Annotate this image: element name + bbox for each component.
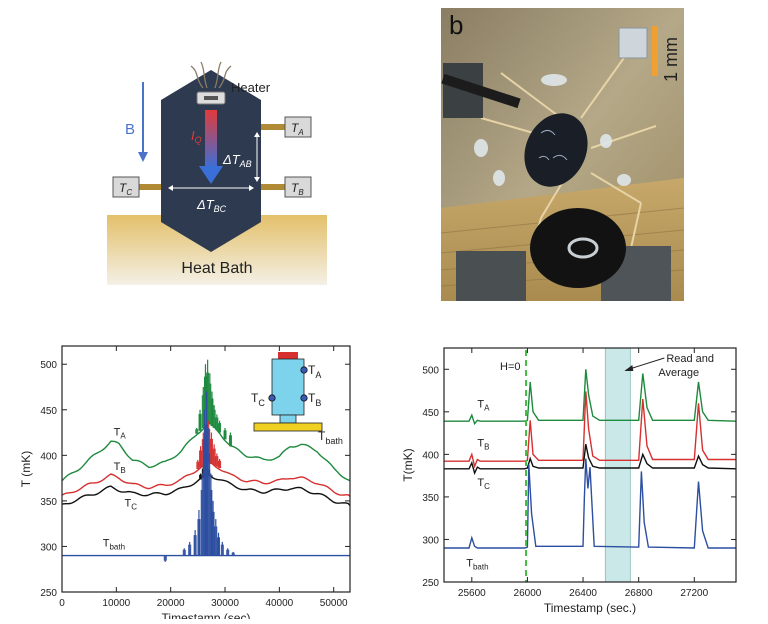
svg-text:TC: TC: [119, 181, 132, 197]
panel-letter-b: b: [449, 10, 463, 40]
inset-label-tbath: Tbath: [318, 429, 343, 446]
heater-wires: [190, 61, 232, 89]
svg-text:TA: TA: [291, 121, 304, 137]
y-tick-label: 500: [40, 360, 57, 371]
delta-t-bc-label: ΔTBC: [196, 197, 227, 214]
thermometer-b: TB: [284, 176, 312, 198]
series-label-b: TB: [477, 438, 489, 452]
y-tick-label: 300: [40, 542, 57, 553]
series-label-bath: Tbath: [103, 537, 125, 551]
long-time-series-chart: TA TB TC Tbath 0 10000 20000 30000 40000 50000 250…: [0, 320, 384, 624]
inset-thermometer: [300, 394, 308, 402]
inset-label-ta: TA: [308, 363, 321, 380]
scale-bar: [652, 26, 658, 76]
link-c: [135, 184, 167, 190]
y-tick-label: 400: [40, 451, 57, 462]
series-label-bath: Tbath: [466, 558, 488, 572]
series-label-b: TB: [114, 461, 126, 475]
x-tick-label: 10000: [102, 598, 130, 609]
x-tick-label: 27200: [680, 588, 708, 599]
x-tick-label: 26400: [569, 588, 597, 599]
sample-photo: b 1 mm: [441, 8, 684, 301]
read-average-arrowhead: [624, 365, 634, 371]
series-line-a: [444, 369, 737, 426]
heat-bath-label: Heat Bath: [181, 260, 252, 277]
read-average-label: Average: [658, 367, 699, 379]
y-tick-label: 350: [40, 497, 57, 508]
inset-sample: [271, 358, 305, 416]
schematic-figure: Heat Bath Heater IQ ΔTAB ΔTBC TA: [107, 61, 327, 285]
series-label-a: TA: [477, 399, 490, 413]
x-axis-label: Timestamp (sec.): [544, 601, 636, 615]
svg-text:TB: TB: [291, 181, 304, 197]
x-tick-label: 26800: [625, 588, 653, 599]
plot-frame: [443, 347, 737, 583]
y-tick-label: 500: [422, 365, 439, 376]
field-zero-label: H=0: [500, 361, 521, 373]
series-label-c: TC: [124, 497, 137, 511]
photo-sample: [524, 113, 588, 187]
x-axis-label: Timestamp (sec): [162, 611, 251, 619]
chart-svg-long: TA TB TC Tbath 0 10000 20000 30000 40000 50000 250…: [19, 345, 351, 624]
setup-schematic: Heat Bath Heater IQ ΔTAB ΔTBC TA: [95, 60, 335, 288]
series-line-bath: [444, 458, 736, 549]
link-a: [255, 124, 287, 130]
y-tick-label: 250: [40, 588, 57, 599]
read-average-band: [604, 347, 631, 583]
series-line-c: [444, 444, 737, 476]
x-tick-label: 25600: [458, 588, 486, 599]
inset-bath: [253, 422, 323, 432]
y-axis-label: T (mK): [19, 451, 33, 487]
thermometer-c: TC: [112, 176, 140, 198]
y-tick-label: 400: [422, 450, 439, 461]
y-tick-label: 350: [422, 493, 439, 504]
x-tick-label: 50000: [320, 598, 348, 609]
plot-frame: [61, 345, 351, 593]
heater-label: Heater: [231, 80, 271, 95]
chart-svg-zoom: TA TB TC Tbath H=0 Read and Average 25600 26000 2…: [401, 347, 737, 615]
x-tick-label: 30000: [211, 598, 239, 609]
inset-heater: [278, 352, 298, 359]
link-b: [255, 184, 287, 190]
y-tick-label: 250: [422, 578, 439, 589]
zoomed-time-series-chart: TA TB TC Tbath H=0 Read and Average 25600 26000 2…: [384, 320, 768, 619]
inset-thermometer: [268, 394, 276, 402]
photo-figure: b 1 mm: [441, 8, 684, 301]
inset-thermometer: [300, 366, 308, 374]
x-tick-label: 26000: [514, 588, 542, 599]
heat-flow-label: IQ: [191, 128, 202, 145]
y-axis-label: T(mK): [401, 448, 415, 481]
series-label-a: TA: [114, 426, 127, 440]
y-tick-label: 450: [40, 406, 57, 417]
thermometer-a: TA: [284, 116, 312, 138]
delta-t-ab-label: ΔTAB: [222, 152, 252, 169]
y-tick-label: 450: [422, 408, 439, 419]
inset-label-tb: TB: [308, 391, 321, 408]
x-tick-label: 0: [59, 598, 65, 609]
field-label: B: [125, 121, 135, 138]
x-tick-label: 20000: [157, 598, 185, 609]
heat-flow-arrow: [205, 110, 217, 168]
series-line-b: [444, 391, 736, 469]
inset-diagram: TA TC TB Tbath: [251, 352, 343, 446]
inset-stem: [279, 414, 297, 424]
read-average-label: Read and: [666, 353, 714, 365]
y-tick-label: 300: [422, 535, 439, 546]
scale-label: 1 mm: [661, 37, 681, 82]
series-label-c: TC: [477, 477, 490, 491]
x-tick-label: 40000: [265, 598, 293, 609]
inset-label-tc: TC: [251, 391, 265, 408]
